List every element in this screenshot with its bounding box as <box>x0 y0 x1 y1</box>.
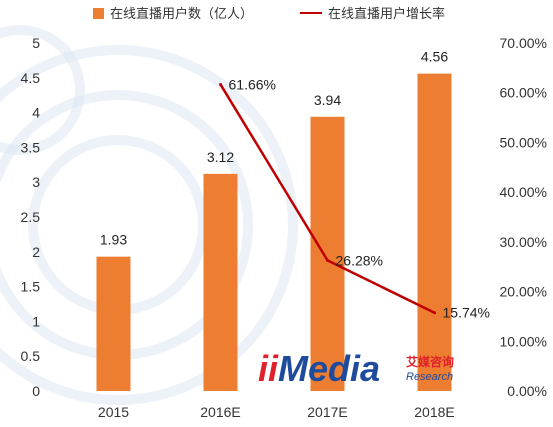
y-axis-left: 0 0.5 1 1.5 2 2.5 3 3.5 4 4.5 5 <box>21 35 41 399</box>
bar <box>96 256 131 391</box>
y-left-tick-label: 3 <box>32 174 40 190</box>
y-right-tick-label: 50.00% <box>500 134 547 150</box>
bar-value-label: 3.12 <box>207 149 234 165</box>
bar-value-label: 1.93 <box>100 232 127 248</box>
line-data-labels: 61.66% 26.28% 15.74% <box>229 76 490 320</box>
legend-bar-swatch <box>93 8 104 19</box>
y-right-tick-label: 70.00% <box>500 35 547 51</box>
y-right-tick-label: 60.00% <box>500 85 547 101</box>
y-left-tick-label: 0.5 <box>21 348 41 364</box>
logo-cn: 艾媒咨询 <box>406 354 454 369</box>
line-value-label: 15.74% <box>443 305 490 321</box>
iimedia-logo: iiMedia 艾媒咨询 Research <box>258 348 454 389</box>
y-left-tick-label: 2 <box>32 244 40 260</box>
y-right-tick-label: 30.00% <box>500 234 547 250</box>
y-right-tick-label: 20.00% <box>500 284 547 300</box>
x-axis: 2015 2016E 2017E 2018E <box>98 404 455 420</box>
logo-media: Media <box>278 348 380 389</box>
bar-value-label: 3.94 <box>314 92 341 108</box>
y-left-tick-label: 3.5 <box>21 139 41 155</box>
x-tick-label: 2017E <box>307 404 347 420</box>
bar <box>417 73 452 392</box>
line-point <box>433 311 436 315</box>
line-value-label: 26.28% <box>336 252 383 268</box>
x-tick-label: 2015 <box>98 404 129 420</box>
bar <box>203 173 238 391</box>
legend: 在线直播用户数（亿人） 在线直播用户增长率 <box>93 6 445 22</box>
y-right-tick-label: 10.00% <box>500 333 547 349</box>
y-left-tick-label: 1.5 <box>21 279 41 295</box>
logo-ii: ii <box>258 348 279 389</box>
y-right-tick-label: 0.00% <box>507 383 547 399</box>
y-left-tick-label: 5 <box>32 35 40 51</box>
legend-line-label: 在线直播用户增长率 <box>328 6 445 22</box>
bar-data-labels: 1.93 3.12 3.94 4.56 <box>100 49 448 248</box>
line-point <box>326 258 329 262</box>
y-left-tick-label: 4.5 <box>21 70 41 86</box>
logo-mark: iiMedia <box>258 348 380 389</box>
y-axis-right: 0.00% 10.00% 20.00% 30.00% 40.00% 50.00% 60.00… <box>500 35 547 399</box>
watermark-ring <box>0 45 298 405</box>
x-tick-label: 2016E <box>200 404 240 420</box>
line-point <box>219 82 222 86</box>
y-left-tick-label: 2.5 <box>21 209 41 225</box>
y-left-tick-label: 0 <box>32 383 40 399</box>
bar-series <box>96 73 452 392</box>
watermark-ring <box>0 25 85 155</box>
bar <box>310 116 345 391</box>
y-right-tick-label: 40.00% <box>500 184 547 200</box>
y-left-tick-label: 4 <box>32 105 40 121</box>
x-tick-label: 2018E <box>414 404 454 420</box>
line-series <box>219 82 436 315</box>
bar-value-label: 4.56 <box>421 49 448 65</box>
line-value-label: 61.66% <box>229 76 276 92</box>
y-left-tick-label: 1 <box>32 313 40 329</box>
logo-en: Research <box>406 371 453 383</box>
legend-bar-label: 在线直播用户数（亿人） <box>110 6 253 22</box>
